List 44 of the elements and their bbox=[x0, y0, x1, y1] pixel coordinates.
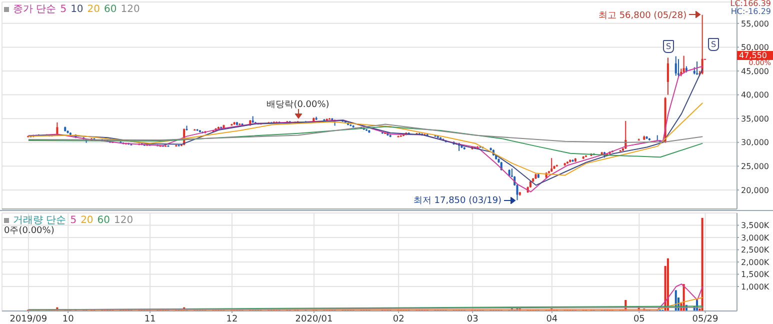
y-tick-label: 25,000 bbox=[741, 162, 769, 172]
text: 5 bbox=[70, 214, 77, 226]
y-tick-label: 40,000 bbox=[741, 90, 769, 100]
annotation: S bbox=[663, 40, 674, 53]
text: 60 bbox=[97, 214, 110, 226]
legend-title: 거래량 단순 bbox=[13, 214, 66, 226]
y-tick-label: 3,500K bbox=[741, 221, 770, 230]
text: 47,550 bbox=[737, 51, 773, 60]
y-tick-label: 2,000K bbox=[741, 258, 770, 267]
text: 20 bbox=[80, 214, 94, 226]
legend-title: 종가 단순 bbox=[13, 3, 56, 16]
x-tick-label: 12 bbox=[226, 314, 238, 324]
x-tick-label: 05/29 bbox=[692, 314, 719, 324]
x-tick-label: 03 bbox=[466, 314, 478, 324]
y-tick-label: 1,000K bbox=[741, 282, 770, 292]
annotation: S bbox=[708, 38, 719, 51]
y-tick-label: 1,500K bbox=[741, 270, 770, 280]
text: 10 bbox=[70, 4, 84, 14]
x-tick-label: 2020/01 bbox=[295, 314, 333, 324]
x-tick-label: 04 bbox=[546, 314, 558, 324]
y-tick-label: 50,000 bbox=[741, 43, 769, 52]
y-tick-label: 30,000 bbox=[741, 138, 769, 148]
y-tick-label: 55,000 bbox=[741, 19, 769, 28]
text: 120 bbox=[120, 4, 140, 14]
y-tick-label: 20,000 bbox=[741, 186, 769, 195]
x-tick-label: 11 bbox=[144, 314, 156, 324]
x-tick-label: 2019/09 bbox=[10, 314, 48, 324]
text: 20 bbox=[87, 4, 100, 14]
annotation: 0주(0.00%) bbox=[4, 225, 54, 237]
text: 60 bbox=[104, 4, 117, 14]
annotation: 최저 17,850 (03/19) bbox=[413, 195, 502, 208]
annotation: 배당락(0.00%) bbox=[266, 99, 330, 111]
y-tick-label: 45,000 bbox=[741, 66, 769, 76]
text: 120 bbox=[114, 214, 134, 226]
x-tick-label: 05 bbox=[633, 314, 645, 324]
x-tick-label: 02 bbox=[392, 314, 404, 324]
annotation: 최고 56,800 (05/28) bbox=[598, 10, 687, 22]
y-tick-label: 3,000K bbox=[741, 233, 770, 242]
annotation: LC:166.39 bbox=[730, 0, 771, 8]
text: 5 bbox=[60, 4, 67, 14]
x-tick-label: 10 bbox=[62, 314, 74, 324]
y-tick-label: 35,000 bbox=[741, 114, 769, 124]
annotation: HC:-16.29 bbox=[730, 7, 771, 16]
y-tick-label: 2,500K bbox=[741, 246, 770, 255]
